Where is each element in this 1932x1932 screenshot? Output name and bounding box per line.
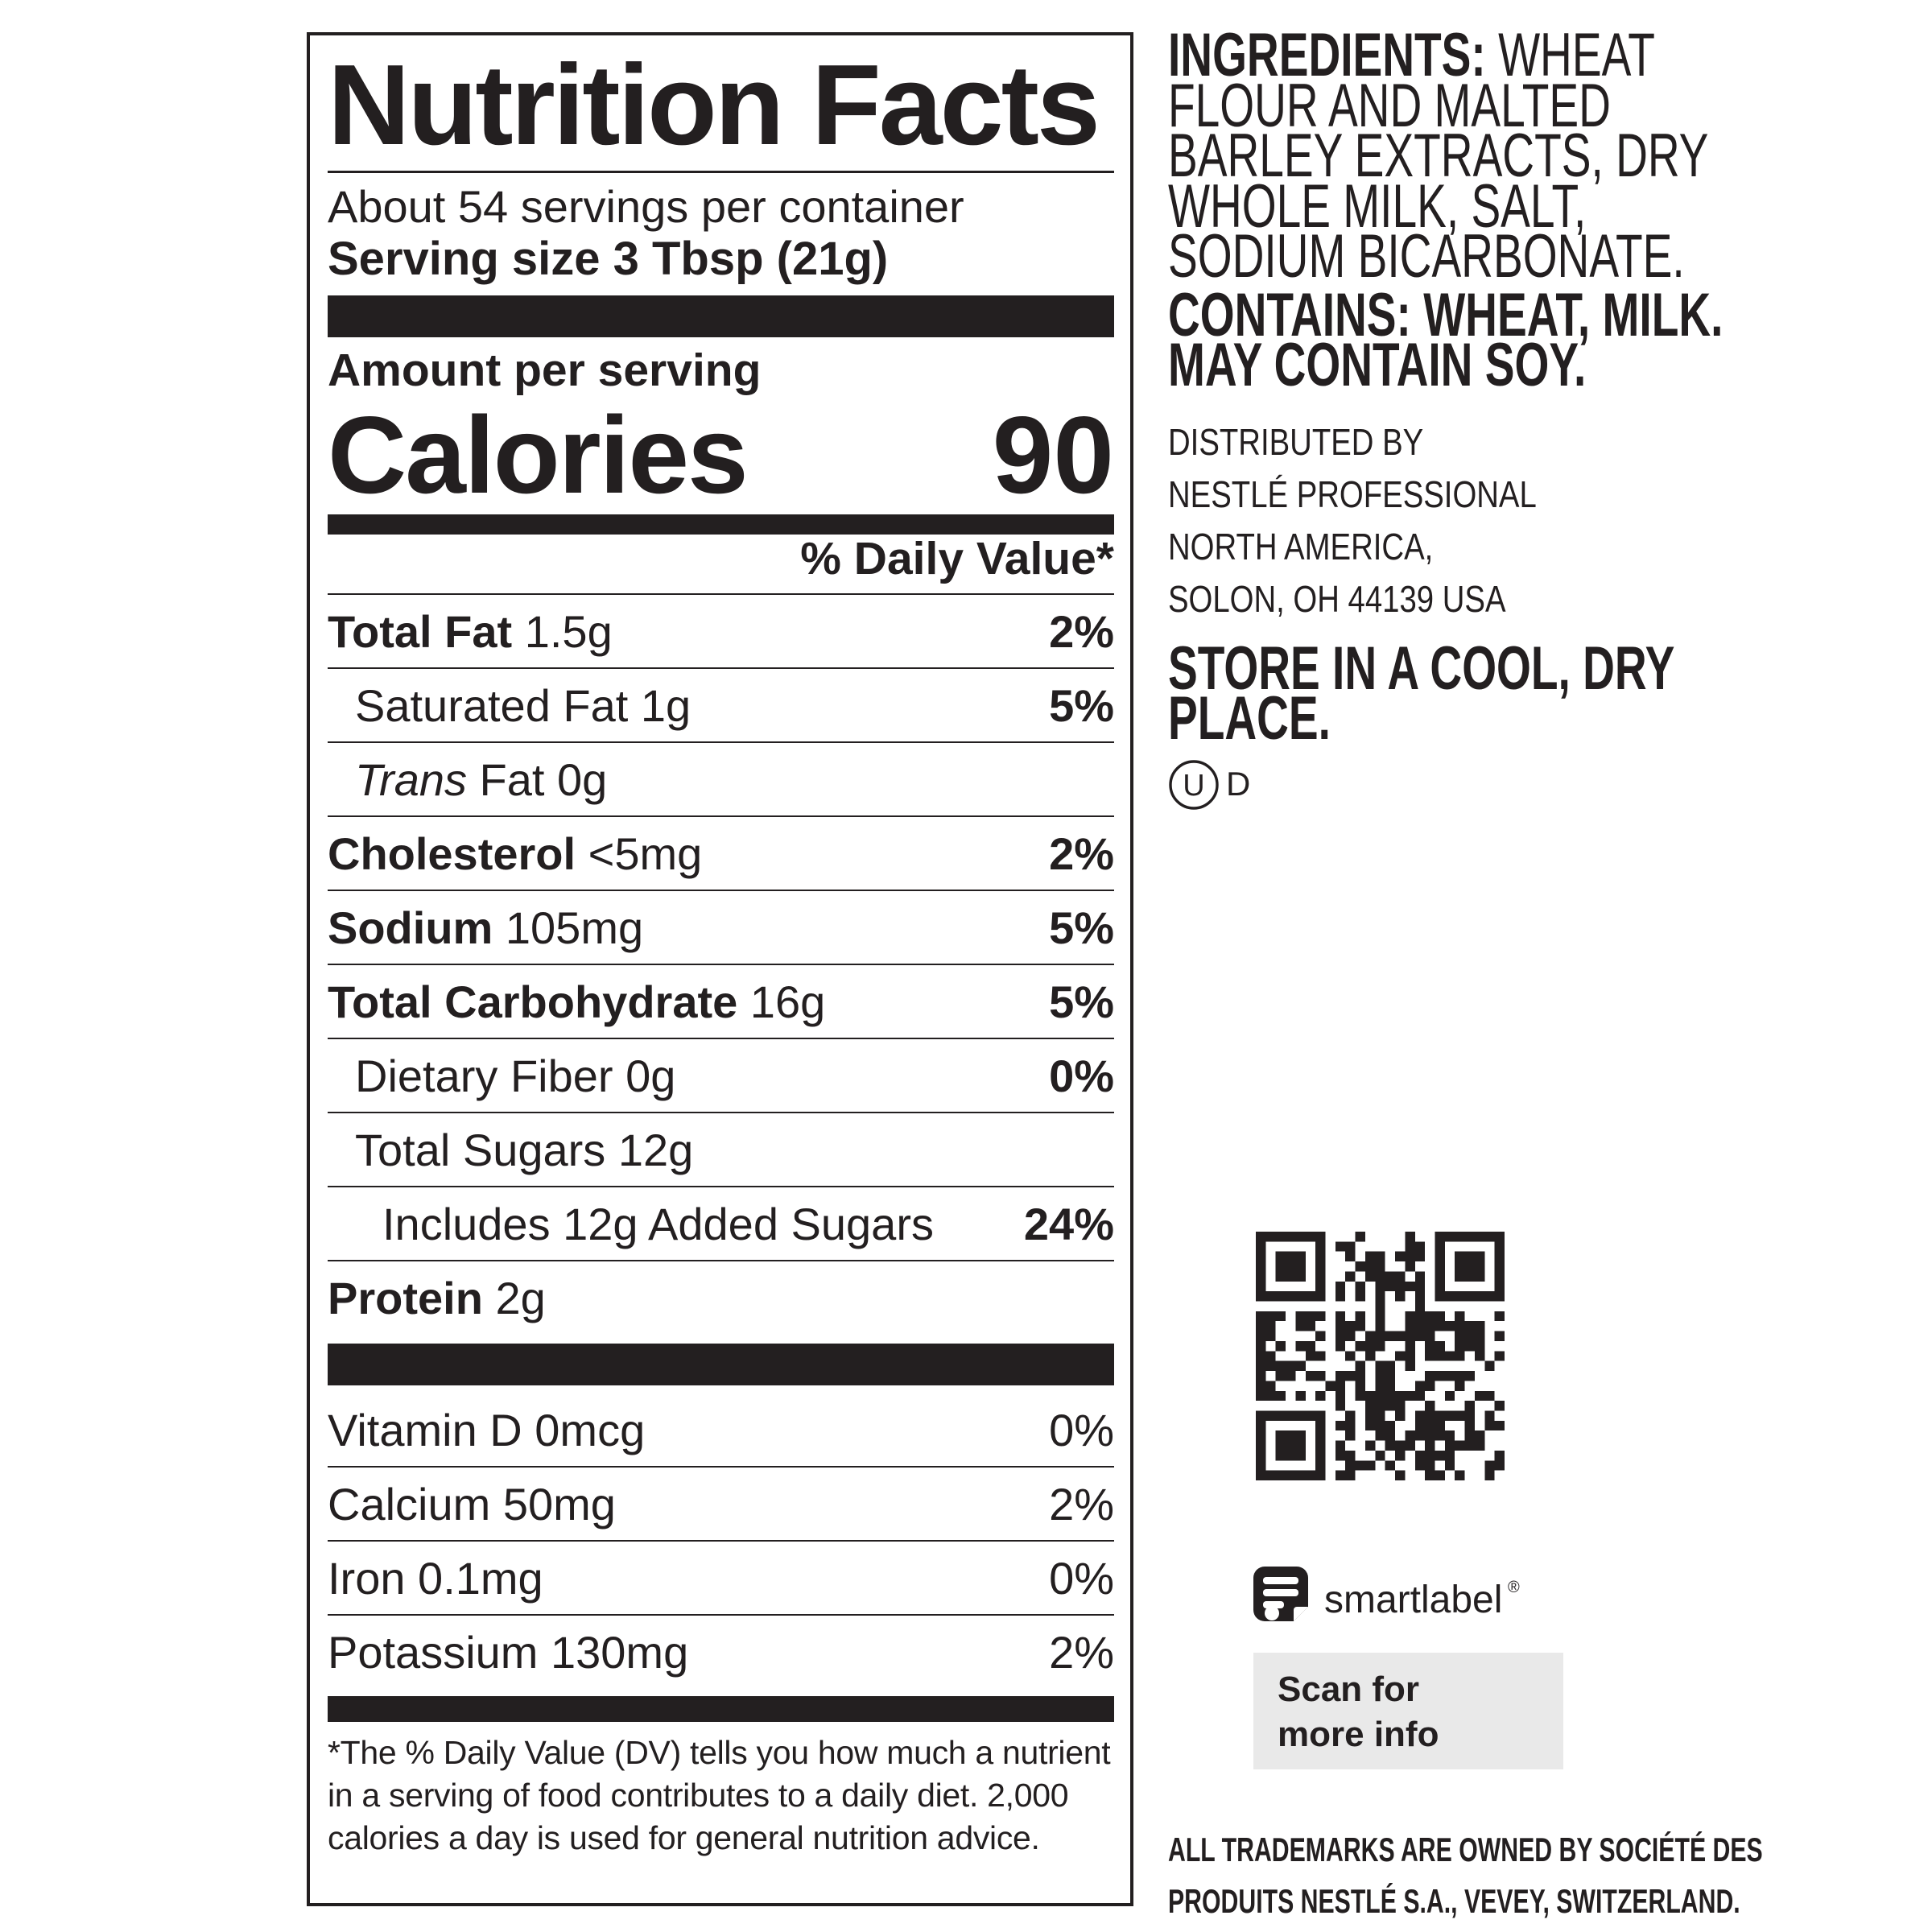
- svg-text:®: ®: [1508, 1579, 1520, 1596]
- svg-text:D: D: [1226, 765, 1250, 803]
- svg-text:U: U: [1183, 769, 1204, 803]
- svg-text:smartlabel: smartlabel: [1324, 1579, 1502, 1621]
